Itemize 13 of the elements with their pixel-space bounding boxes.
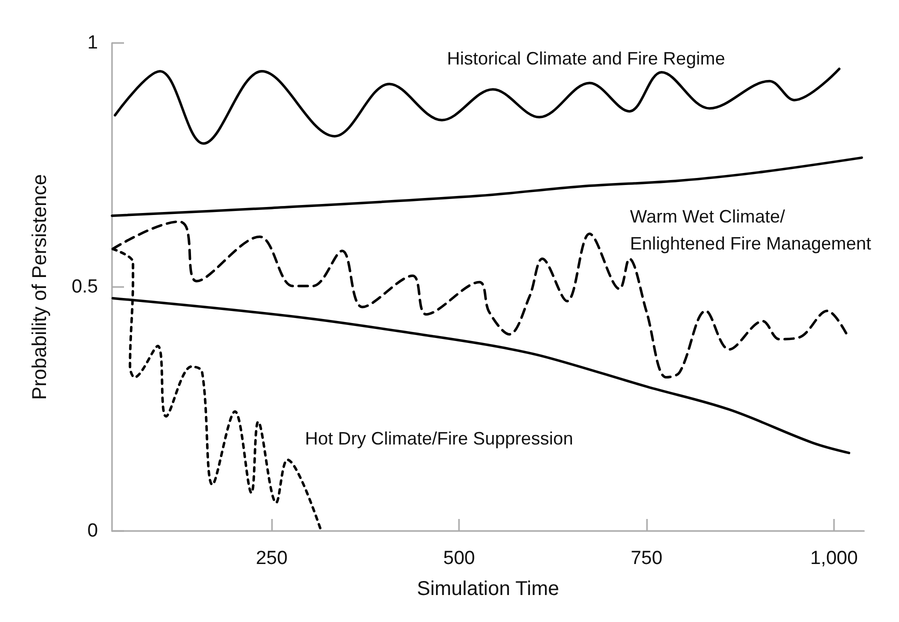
line-series xyxy=(114,68,841,145)
y-tick-label: 0 xyxy=(87,520,98,542)
x-tick-label: 750 xyxy=(630,548,662,569)
y-tick-label: 0.5 xyxy=(72,276,98,298)
x-tick-label: 250 xyxy=(256,548,288,569)
y-tick-label: 1 xyxy=(87,32,98,54)
x-tick-label: 1,000 xyxy=(810,548,858,569)
annotation: Historical Climate and Fire Regime xyxy=(447,48,726,68)
x-tick-label: 500 xyxy=(443,548,475,569)
x-axis-title: Simulation Time xyxy=(416,578,560,600)
annotation: Warm Wet Climate/ Enlightened Fire Management xyxy=(630,206,872,254)
y-axis-title: Probability of Persistence xyxy=(29,174,51,400)
annotation: Hot Dry Climate/Fire Suppression xyxy=(305,428,574,448)
